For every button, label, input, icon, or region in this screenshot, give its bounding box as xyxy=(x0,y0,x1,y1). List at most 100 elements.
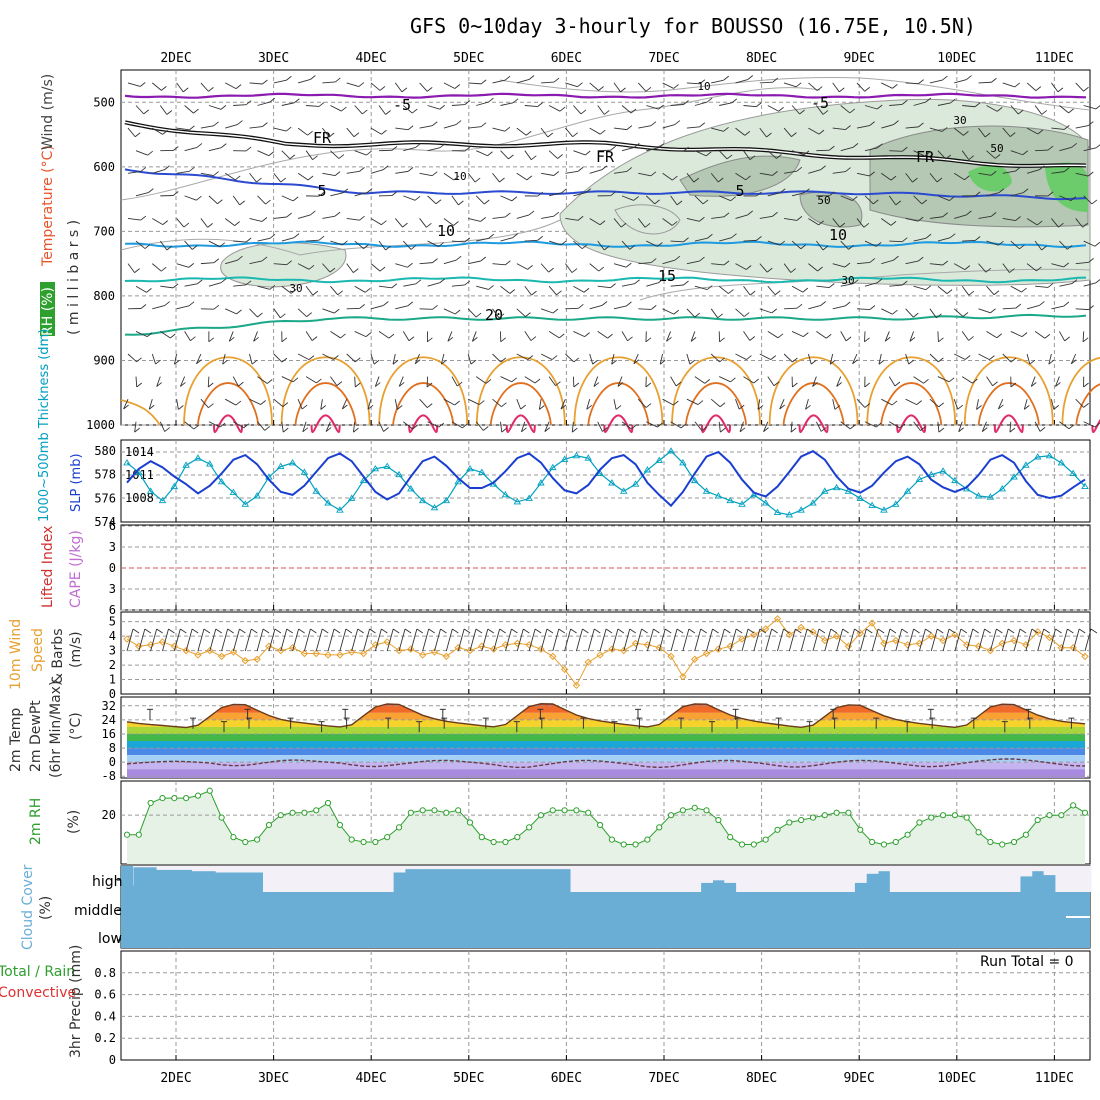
wind-barb xyxy=(694,376,706,384)
wind-barb xyxy=(394,82,403,93)
wind-barb-flag xyxy=(1066,244,1073,250)
wind-barb-flag xyxy=(777,333,784,339)
wind-barb-flag xyxy=(966,210,972,216)
wind10-speed-point xyxy=(418,651,427,659)
wind-barb xyxy=(884,331,890,342)
thickness-point xyxy=(513,498,522,505)
wind-barb-flag xyxy=(155,359,161,365)
wind10-barb xyxy=(1037,628,1045,652)
wind10-barb-flag xyxy=(452,628,459,634)
wind-barb-flag xyxy=(1024,404,1030,410)
wind-barb-flag xyxy=(894,381,901,387)
wind-barb-flag xyxy=(487,151,493,157)
wind10-speed-point xyxy=(395,646,403,655)
wind10-barb-flag xyxy=(1090,628,1098,634)
wind-barb xyxy=(613,82,621,93)
wind-barb-flag xyxy=(432,304,438,310)
wind-barb-flag xyxy=(1063,167,1070,172)
wind-barb-flag xyxy=(336,381,343,386)
wind-barb-flag xyxy=(673,84,679,89)
wind10-barb xyxy=(185,628,193,652)
wind-barb-flag xyxy=(796,303,803,309)
isotherm-label: 15 xyxy=(658,267,676,285)
wind-barb xyxy=(160,285,174,289)
pressure-tick-label: 900 xyxy=(93,353,115,367)
cloud-high-gap xyxy=(925,866,938,892)
wind-barb-flag xyxy=(776,154,782,159)
wind-barb-flag xyxy=(676,200,683,206)
cloud-high-gap xyxy=(795,866,808,892)
thickness-point xyxy=(655,456,664,463)
wind-barb-flag xyxy=(657,422,663,428)
wind10-barb xyxy=(422,628,430,652)
temp-color-band xyxy=(127,755,1085,763)
wind-barb xyxy=(1059,331,1066,342)
cloud-high-gap xyxy=(1067,866,1080,892)
wind-barb-flag xyxy=(286,212,292,218)
wind-barb xyxy=(541,172,554,176)
wind10-barb-flag xyxy=(487,628,495,634)
wind-barb-flag xyxy=(822,110,829,115)
wind-barb xyxy=(621,240,631,250)
wind-barb-flag xyxy=(439,104,446,110)
wind-barb xyxy=(881,172,892,181)
wind-barb-flag xyxy=(358,82,365,87)
wind10-barb xyxy=(848,628,855,652)
wind10-barb xyxy=(741,628,749,652)
wind-barb-flag xyxy=(410,245,417,250)
wind-barb xyxy=(281,376,294,383)
wind10-speed-point xyxy=(206,646,214,655)
freezing-isotherm-inner xyxy=(124,121,1087,167)
wind-barb xyxy=(253,331,258,342)
wind-barb-flag xyxy=(366,188,373,193)
thickness-point xyxy=(939,467,947,474)
wind-barb-flag xyxy=(381,129,387,135)
wind-barb-flag xyxy=(438,422,445,428)
wind10-barb xyxy=(930,628,938,652)
thickness-point xyxy=(217,477,226,485)
wind-barb-flag xyxy=(235,400,242,406)
wind-barb xyxy=(330,376,338,386)
wind-barb-flag xyxy=(196,279,203,285)
thickness-point xyxy=(998,485,1007,492)
wind-barb xyxy=(937,285,948,294)
wind-barb xyxy=(297,79,311,84)
wind-barb-flag xyxy=(144,244,151,249)
wind-barb xyxy=(1075,308,1089,311)
wind-barb-flag xyxy=(236,309,242,315)
isotherm-10 xyxy=(124,240,1087,249)
wind-barb xyxy=(593,376,599,387)
wind-barb-flag xyxy=(539,405,545,410)
wind10-barb xyxy=(1001,628,1009,652)
wind-barb-flag xyxy=(269,284,276,290)
wind-barb xyxy=(354,240,364,249)
wind-barb xyxy=(791,331,804,338)
wind-barb xyxy=(613,127,627,131)
wind10-speed-point xyxy=(442,652,451,661)
wind10-barb xyxy=(599,628,607,652)
wind-barb-flag xyxy=(488,285,494,290)
wind-barb xyxy=(200,172,214,177)
wind-barb xyxy=(403,146,416,152)
wind-barb xyxy=(783,127,792,137)
wind-barb-flag xyxy=(1041,245,1047,251)
wind-barb-flag xyxy=(820,427,827,432)
wind10-barb xyxy=(434,628,441,652)
wind-barb xyxy=(1023,399,1028,410)
wind-barb-flag xyxy=(161,86,167,91)
wind10-barb xyxy=(221,628,229,652)
wind-barb xyxy=(913,376,924,384)
wind-barb xyxy=(913,237,927,242)
wind10-barb xyxy=(386,628,394,652)
wind-barb xyxy=(929,308,937,319)
wind-barb xyxy=(176,82,184,93)
wind-barb xyxy=(354,285,366,293)
cloud-high-gap xyxy=(617,866,631,892)
wind-barb xyxy=(297,172,309,181)
wind-barb xyxy=(370,127,382,135)
wind-barb-flag xyxy=(573,382,580,388)
wind-barb xyxy=(889,103,903,106)
wind-barb xyxy=(560,398,566,410)
rh2m-point xyxy=(230,834,237,841)
wind-barb-flag xyxy=(950,98,956,104)
